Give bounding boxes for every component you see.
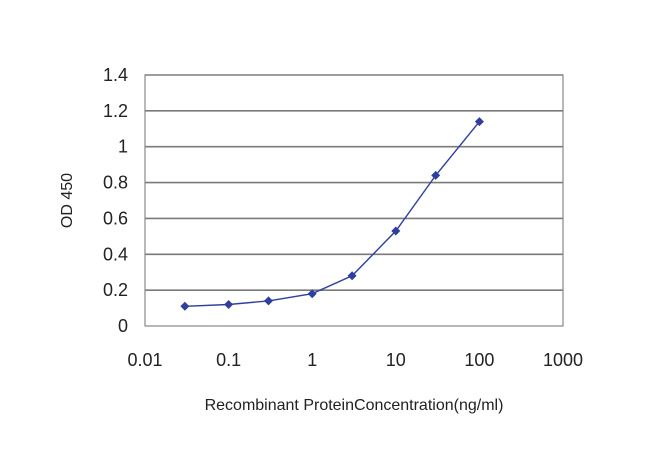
data-point (263, 296, 273, 306)
data-point (224, 299, 234, 309)
x-axis-label: Recombinant ProteinConcentration(ng/ml) (205, 397, 504, 414)
y-tick-label: 1 (118, 137, 128, 157)
x-tick-label: 1 (307, 350, 317, 370)
y-tick-label: 0.2 (103, 280, 128, 300)
y-tick-label: 0.8 (103, 173, 128, 193)
data-series (180, 117, 484, 311)
x-tick-label: 10 (386, 350, 406, 370)
y-axis-label: OD 450 (59, 173, 76, 228)
grid-lines (145, 74, 563, 291)
data-point (431, 170, 441, 180)
y-tick-label: 1.2 (103, 101, 128, 121)
data-point (391, 226, 401, 236)
data-point (474, 117, 484, 127)
x-tick-label: 1000 (543, 350, 583, 370)
y-tick-label: 0 (118, 316, 128, 336)
y-tick-label: 1.4 (103, 65, 128, 85)
y-tick-label: 0.6 (103, 208, 128, 228)
data-point (307, 289, 317, 299)
plot-area-frame (144, 74, 564, 327)
x-tick-label: 0.1 (216, 350, 241, 370)
x-tick-label: 0.01 (127, 350, 162, 370)
x-tick-labels: 0.01 0.1 1 10 100 1000 (127, 350, 583, 370)
y-tick-labels: 0 0.2 0.4 0.6 0.8 1 1.2 1.4 (103, 65, 128, 336)
data-point (347, 271, 357, 281)
data-point (180, 301, 190, 311)
y-tick-label: 0.4 (103, 244, 128, 264)
x-tick-label: 100 (464, 350, 494, 370)
series-line (184, 121, 480, 307)
